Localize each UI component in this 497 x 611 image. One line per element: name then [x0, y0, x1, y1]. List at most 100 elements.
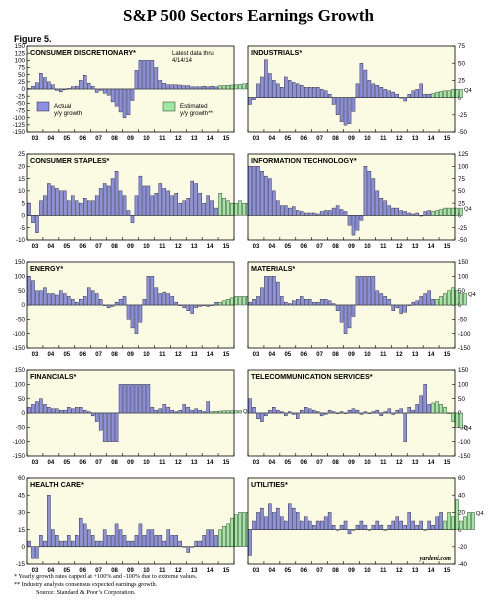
bar-estimated — [226, 85, 230, 90]
end-label: Q4 — [464, 88, 473, 94]
bar-actual — [367, 80, 372, 98]
x-tick-label: 10 — [364, 568, 371, 574]
x-tick-label: 15 — [444, 244, 451, 250]
bar-actual — [407, 512, 411, 530]
bar-actual — [126, 210, 131, 216]
bar-actual — [214, 207, 218, 216]
bar-estimated — [238, 296, 242, 306]
y-tick-label: 45 — [18, 492, 25, 499]
bar-actual — [256, 83, 260, 98]
bar-estimated — [463, 293, 467, 306]
bar-actual — [307, 520, 312, 530]
bar-actual — [166, 84, 171, 90]
bar-actual — [252, 299, 256, 306]
bar-actual — [296, 299, 300, 306]
bar-actual — [27, 276, 31, 306]
bar-actual — [335, 97, 340, 115]
bar-actual — [323, 516, 328, 530]
bar-actual — [391, 207, 396, 216]
bar-estimated — [451, 207, 455, 216]
x-tick-label: 08 — [111, 244, 118, 250]
bar-actual — [363, 276, 368, 306]
bar-actual — [276, 83, 280, 98]
bar-actual — [106, 412, 111, 442]
bar-actual — [252, 520, 256, 530]
bar-estimated — [242, 202, 246, 216]
y-tick-label: 60 — [18, 475, 25, 482]
x-tick-label: 05 — [284, 244, 291, 250]
y-tick-label: 0 — [22, 410, 26, 417]
bar-actual — [351, 215, 356, 236]
bar-actual — [288, 80, 292, 98]
x-tick-label: 14 — [207, 568, 214, 574]
x-tick-label: 13 — [412, 352, 419, 358]
bar-actual — [371, 525, 376, 530]
bar-actual — [63, 293, 67, 306]
bar-actual — [268, 276, 272, 306]
bar-actual — [90, 85, 95, 90]
x-tick-label: 07 — [95, 352, 102, 358]
x-tick-label: 07 — [95, 136, 102, 142]
x-tick-label: 14 — [428, 244, 435, 250]
bar-actual — [375, 290, 380, 306]
bar-actual — [395, 207, 400, 216]
bar-actual — [55, 408, 59, 414]
x-tick-label: 03 — [253, 460, 260, 466]
bar-estimated — [222, 198, 226, 216]
bar-actual — [411, 520, 415, 530]
bar-actual — [435, 516, 439, 530]
bar-actual — [35, 290, 39, 306]
bar-estimated — [238, 512, 242, 547]
bar-actual — [194, 540, 198, 547]
bar-actual — [47, 293, 51, 306]
footnotes: * Yearly growth rates capped at +100% an… — [14, 573, 197, 597]
bar-actual — [355, 83, 360, 98]
bar-actual — [51, 293, 55, 306]
bar-actual — [411, 301, 415, 306]
x-tick-label: 06 — [79, 352, 86, 358]
bar-actual — [292, 507, 296, 530]
y-tick-label: 0 — [22, 302, 26, 309]
bar-estimated — [459, 520, 463, 530]
y-tick-label: 15 — [18, 176, 25, 183]
y-tick-label: -100 — [458, 331, 471, 338]
bar-actual — [355, 525, 360, 530]
bar-actual — [371, 178, 376, 216]
bar-actual — [260, 76, 264, 98]
bar-actual — [399, 304, 403, 314]
bar-actual — [351, 304, 356, 317]
bar-actual — [150, 195, 155, 216]
bar-actual — [423, 529, 427, 531]
bar-actual — [31, 280, 35, 306]
bar-estimated — [459, 89, 463, 98]
bar-actual — [106, 304, 111, 309]
panel-health-care: 604530150-15Q403040506070809101112131415… — [16, 475, 259, 574]
bar-actual — [427, 404, 431, 414]
y-tick-label: 30 — [18, 510, 25, 517]
bar-actual — [335, 205, 340, 216]
bar-actual — [63, 409, 67, 414]
bar-actual — [339, 304, 344, 323]
bar-actual — [122, 195, 127, 216]
bar-actual — [67, 88, 71, 90]
bar-actual — [210, 85, 214, 90]
bar-actual — [359, 215, 364, 221]
bar-actual — [343, 211, 348, 216]
bar-actual — [98, 540, 103, 547]
bar-actual — [75, 200, 79, 216]
bar-actual — [387, 205, 392, 216]
bar-actual — [178, 304, 182, 306]
bar-actual — [102, 412, 107, 442]
x-tick-label: 05 — [63, 352, 70, 358]
bar-actual — [379, 87, 384, 98]
y-tick-label: 50 — [18, 396, 25, 403]
bar-actual — [399, 520, 403, 530]
x-tick-label: 12 — [396, 244, 403, 250]
x-tick-label: 07 — [316, 352, 323, 358]
x-tick-label: 12 — [175, 352, 182, 358]
bar-actual — [383, 89, 388, 98]
y-tick-label: -25 — [458, 112, 468, 119]
bar-actual — [206, 195, 210, 216]
bar-actual — [90, 200, 95, 216]
bar-actual — [31, 85, 35, 90]
